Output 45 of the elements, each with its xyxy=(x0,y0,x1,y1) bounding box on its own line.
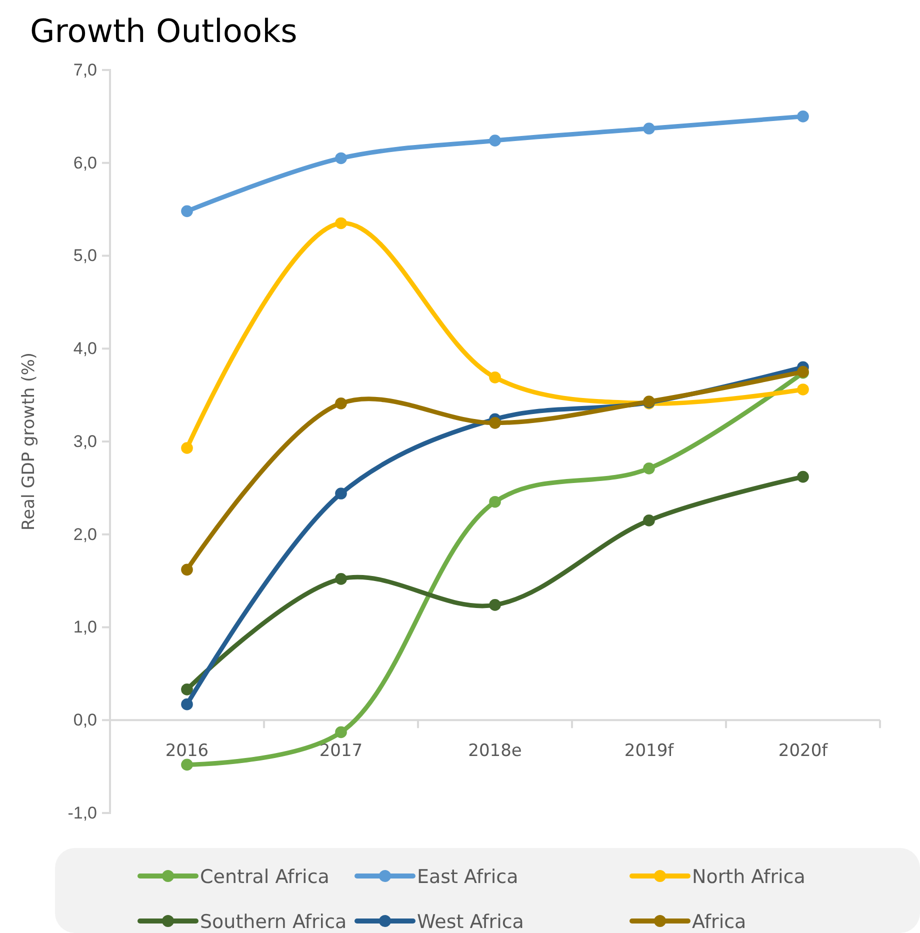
point xyxy=(181,684,193,696)
x-tick-label: 2018e xyxy=(468,741,522,762)
y-tick-label: 5,0 xyxy=(73,246,97,266)
point xyxy=(643,462,655,474)
y-axis-title: Real GDP growth (%) xyxy=(19,352,39,530)
point xyxy=(797,384,809,396)
point xyxy=(489,599,501,611)
y-tick-label: -1,0 xyxy=(68,803,97,822)
point xyxy=(643,122,655,134)
point xyxy=(335,488,347,500)
point xyxy=(181,442,193,454)
point xyxy=(489,134,501,146)
y-tick-label: 0,0 xyxy=(73,710,97,730)
point xyxy=(797,470,809,483)
point xyxy=(181,564,193,576)
point xyxy=(181,205,193,218)
point xyxy=(489,372,501,384)
point xyxy=(181,758,193,771)
y-tick-label: 2,0 xyxy=(73,524,97,544)
y-tick-label: 7,0 xyxy=(73,60,97,80)
point xyxy=(181,698,193,710)
point xyxy=(335,573,347,585)
point xyxy=(643,514,655,526)
point xyxy=(335,398,347,410)
point xyxy=(797,110,809,122)
legend-label: Southern Africa xyxy=(200,911,347,933)
y-tick-label: 1,0 xyxy=(73,618,97,637)
legend-label: North Africa xyxy=(692,866,806,888)
chart-title: Growth Outlooks xyxy=(30,12,298,50)
point xyxy=(335,217,347,230)
legend-label: Central Africa xyxy=(200,866,330,888)
point xyxy=(335,152,347,164)
legend-label: Africa xyxy=(692,911,746,933)
point xyxy=(335,726,347,738)
x-tick-label: 2020f xyxy=(778,741,829,762)
y-tick-label: 6,0 xyxy=(73,153,97,172)
x-tick-label: 2019f xyxy=(624,741,675,762)
legend-label: West Africa xyxy=(417,911,524,933)
y-tick-label: 4,0 xyxy=(73,339,97,358)
point xyxy=(489,417,501,429)
x-tick-label: 2017 xyxy=(319,741,363,762)
y-tick-label: 3,0 xyxy=(73,432,97,451)
legend-label: East Africa xyxy=(417,866,518,888)
x-tick-label: 2016 xyxy=(165,741,209,762)
point xyxy=(489,496,501,508)
